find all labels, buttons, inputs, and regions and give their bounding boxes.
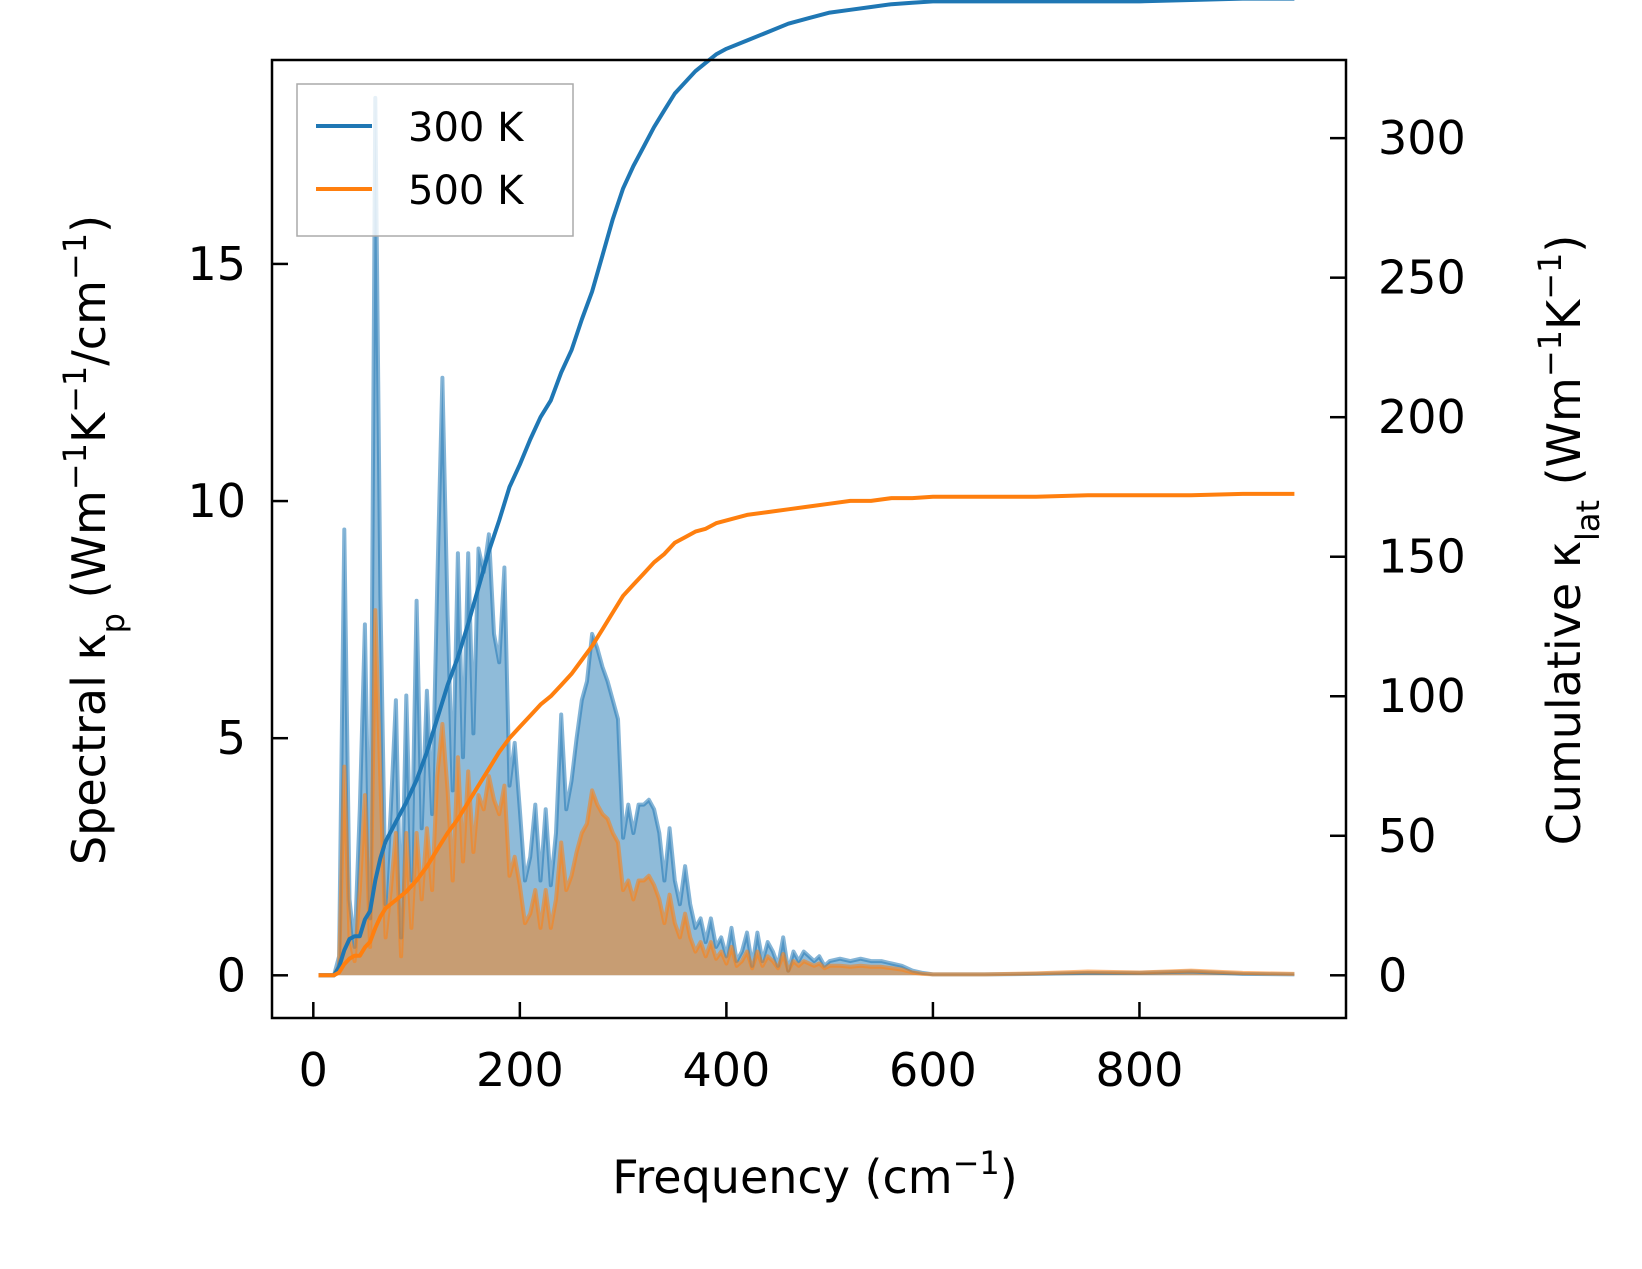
spectral-line-500k	[318, 608, 1295, 978]
left-y-tick-label-5: 5	[217, 711, 246, 765]
left-y-axis-title: Spectral κp (Wm−1K−1/cm−1)	[56, 215, 132, 865]
right-y-tick-label-0: 0	[1378, 948, 1407, 1002]
spectral-line-layer	[318, 95, 1295, 978]
left-y-tick-label-0: 0	[217, 948, 246, 1002]
spectral-area-500k	[318, 610, 1295, 976]
axes-layer	[270, 58, 1348, 1020]
right-y-tick-label-150: 150	[1378, 530, 1466, 584]
x-tick-label-0: 0	[299, 1043, 328, 1097]
right-y-tick-label-50: 50	[1378, 809, 1437, 863]
legend-frame	[296, 83, 574, 237]
spectral-line-300k	[318, 95, 1295, 978]
legend-label-500k: 500 K	[408, 168, 525, 214]
right-y-tick-label-200: 200	[1378, 390, 1466, 444]
x-tick-label-800: 800	[1096, 1043, 1184, 1097]
cumulative-line-layer	[318, 0, 1295, 978]
left-y-tick-label-15: 15	[187, 237, 246, 291]
right-y-axis-title: Cumulative κlat (Wm−1K−1)	[1531, 235, 1607, 846]
left-y-tick-label-10: 10	[187, 474, 246, 528]
plot-frame	[270, 58, 1348, 1020]
x-tick-label-200: 200	[476, 1043, 564, 1097]
legend: 300 K 500 K	[296, 83, 574, 237]
x-axis-title: Frequency (cm−1)	[612, 1144, 1017, 1204]
x-tick-label-600: 600	[889, 1043, 977, 1097]
legend-label-300k: 300 K	[408, 105, 525, 151]
right-y-tick-label-100: 100	[1378, 669, 1466, 723]
cumulative-line-500k	[318, 491, 1295, 978]
right-y-tick-label-300: 300	[1378, 111, 1466, 165]
cumulative-line-300k	[318, 0, 1295, 978]
right-y-tick-label-250: 250	[1378, 251, 1466, 305]
x-tick-label-400: 400	[682, 1043, 770, 1097]
